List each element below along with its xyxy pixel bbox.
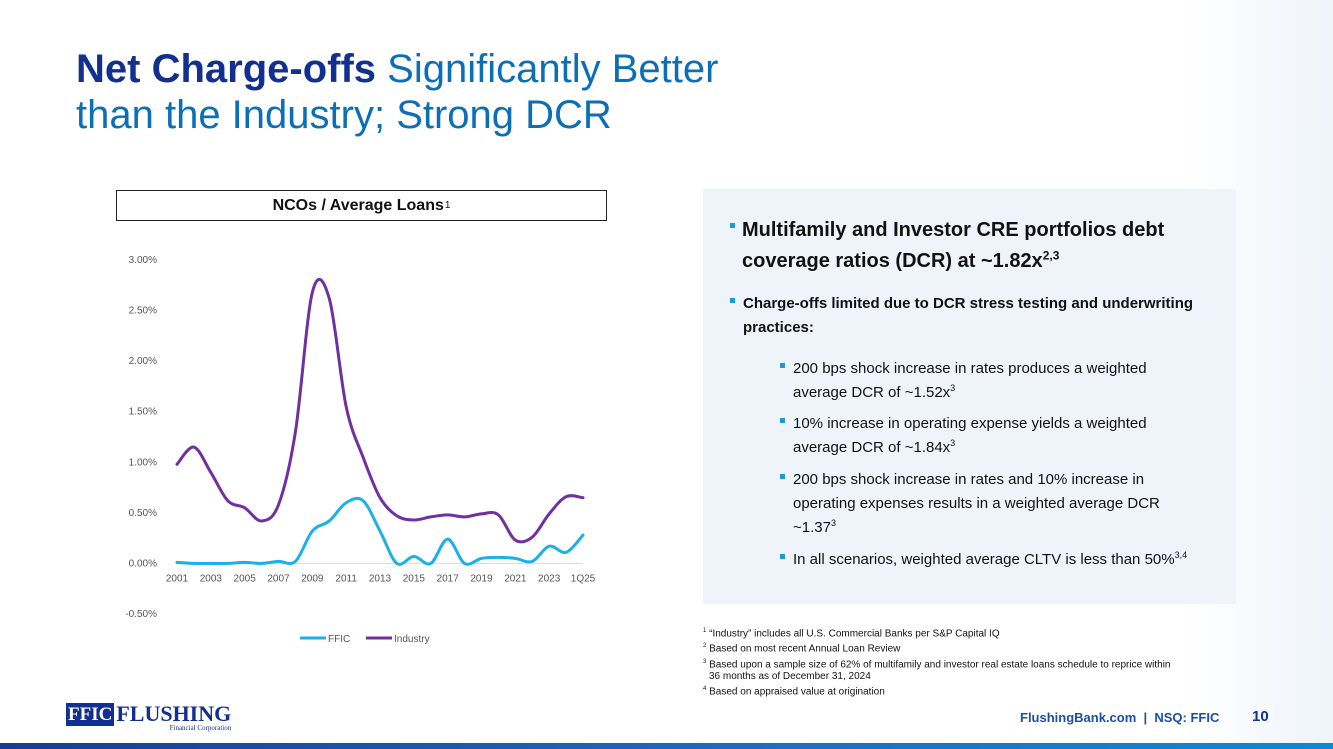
sub-bullet-text: 10% increase in operating expense yields… (793, 415, 1147, 456)
logo-text: FLUSHING Financial Corporation (116, 701, 232, 733)
sub-bullet-opex: 10% increase in operating expense yields… (780, 412, 1190, 460)
footnotes: 1 “Industry” includes all U.S. Commercia… (703, 625, 1263, 698)
footnote-4: 4 Based on appraised value at originatio… (703, 685, 885, 698)
x-tick-label: 2003 (200, 573, 223, 584)
x-tick-label: 2021 (504, 573, 527, 584)
sub-bullet-text: In all scenarios, weighted average CLTV … (793, 550, 1188, 569)
x-tick-label: 2015 (403, 573, 426, 584)
bullet-square-icon (780, 554, 785, 559)
logo-subtitle: Financial Corporation (169, 724, 232, 732)
series-line-industry (175, 277, 585, 544)
series-line-ffic (175, 496, 585, 566)
chart-title-footnote-ref: 1 (444, 200, 451, 211)
x-tick-label: 2023 (538, 573, 561, 584)
y-tick-label: 1.00% (129, 457, 157, 468)
ffic-flushing-logo: FFIC FLUSHING Financial Corporation (66, 701, 232, 733)
y-tick-label: 2.00% (129, 356, 157, 367)
footnote-3-cont: 36 months as of December 31, 2024 (709, 670, 871, 682)
y-tick-label: 0.50% (129, 508, 157, 519)
page-title-rest-1: Significantly Better (376, 47, 719, 91)
y-tick-label: -0.50% (125, 609, 157, 620)
page-number: 10 (1252, 708, 1269, 725)
y-tick-label: 3.00% (129, 255, 157, 266)
page-title-bold: Net Charge-offs (76, 47, 377, 91)
bullet-square-icon (780, 363, 785, 368)
sub-bullet-cltv: In all scenarios, weighted average CLTV … (780, 548, 1190, 572)
bullet-square-icon (730, 223, 735, 228)
footnote-3: 3 Based upon a sample size of 62% of mul… (703, 658, 1171, 670)
bottom-bar (0, 743, 1333, 749)
x-tick-label: 2013 (369, 573, 392, 584)
logo-name: FLUSHING (116, 701, 232, 726)
dcr-info-panel (703, 189, 1236, 604)
legend-label-industry: Industry (394, 634, 430, 645)
bullet-charge-offs-text: Charge-offs limited due to DCR stress te… (743, 295, 1194, 336)
chart-title-box: NCOs / Average Loans 1 (116, 190, 607, 221)
bullet-square-icon (780, 418, 785, 423)
x-tick-label: 2011 (335, 573, 357, 584)
page-title: Net Charge-offs Significantly Better than… (76, 46, 876, 138)
x-tick-label: 2005 (234, 573, 257, 584)
footnote-1: 1 “Industry” includes all U.S. Commercia… (703, 628, 1000, 640)
bullet-square-icon (730, 298, 735, 303)
y-tick-label: 2.50% (129, 306, 157, 317)
sub-bullet-combined: 200 bps shock increase in rates and 10% … (780, 468, 1190, 540)
x-tick-label: 2009 (301, 573, 324, 584)
legend-label-ffic: FFIC (328, 634, 350, 645)
page-title-rest-2: than the Industry; Strong DCR (76, 93, 612, 137)
x-tick-label: 2019 (470, 573, 493, 584)
x-tick-label: 1Q25 (571, 573, 596, 584)
y-tick-label: 0.00% (129, 558, 157, 569)
footnote-2: 2 Based on most recent Annual Loan Revie… (703, 643, 901, 655)
bullet-dcr-ratio-text: Multifamily and Investor CRE portfolios … (742, 219, 1165, 272)
sub-bullet-text: 200 bps shock increase in rates and 10% … (793, 471, 1160, 536)
bullet-charge-offs: Charge-offs limited due to DCR stress te… (730, 292, 1210, 340)
x-tick-label: 2001 (166, 573, 189, 584)
sub-bullet-rate-shock: 200 bps shock increase in rates produces… (780, 357, 1190, 405)
bullet-dcr-ratio: Multifamily and Investor CRE portfolios … (730, 215, 1210, 277)
chart-title: NCOs / Average Loans (272, 196, 444, 214)
sub-bullet-text: 200 bps shock increase in rates produces… (793, 360, 1147, 401)
x-tick-label: 2017 (437, 573, 460, 584)
y-tick-label: 1.50% (129, 407, 157, 418)
nco-line-chart: 3.00% 2.50% 2.00% 1.50% 1.00% 0.50% 0.00% -0.50… (125, 255, 596, 645)
bullet-square-icon (780, 474, 785, 479)
footer-website: FlushingBank.com | NSQ: FFIC (1020, 710, 1220, 725)
logo-ffic-box: FFIC (66, 703, 115, 726)
x-tick-label: 2007 (267, 573, 290, 584)
